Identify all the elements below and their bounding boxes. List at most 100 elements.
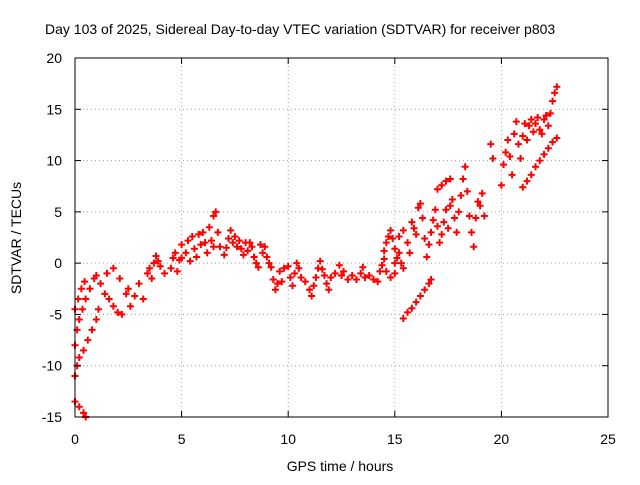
data-point bbox=[384, 232, 392, 240]
data-point bbox=[86, 285, 94, 293]
x-axis-label: GPS time / hours bbox=[287, 458, 394, 474]
data-point bbox=[306, 286, 314, 294]
data-point bbox=[184, 237, 192, 245]
data-point bbox=[450, 214, 458, 222]
data-point bbox=[77, 285, 85, 293]
data-point bbox=[199, 228, 207, 236]
data-point bbox=[124, 285, 132, 293]
data-point bbox=[532, 120, 540, 128]
data-point bbox=[205, 223, 213, 231]
data-point bbox=[101, 290, 109, 298]
data-point bbox=[397, 259, 405, 267]
data-points bbox=[71, 83, 561, 421]
data-point bbox=[438, 181, 446, 189]
x-tick-label: 10 bbox=[280, 431, 296, 447]
data-point bbox=[229, 239, 237, 247]
data-point bbox=[265, 259, 273, 267]
data-point bbox=[88, 326, 96, 334]
data-point bbox=[399, 315, 407, 323]
data-point bbox=[348, 271, 356, 279]
data-point bbox=[523, 177, 531, 185]
data-point bbox=[274, 280, 282, 288]
data-point bbox=[331, 269, 339, 277]
data-point bbox=[425, 241, 433, 249]
data-point bbox=[126, 302, 134, 310]
data-point bbox=[97, 280, 105, 288]
data-point bbox=[201, 239, 209, 247]
data-point bbox=[446, 202, 454, 210]
data-point bbox=[474, 198, 482, 206]
data-point bbox=[269, 276, 277, 284]
x-tick-label: 15 bbox=[387, 431, 403, 447]
data-point bbox=[80, 346, 88, 354]
data-point bbox=[382, 267, 390, 275]
data-point bbox=[78, 305, 86, 313]
data-point bbox=[357, 269, 365, 277]
data-point bbox=[118, 310, 126, 318]
data-point bbox=[448, 196, 456, 204]
y-tick-label: 0 bbox=[54, 255, 62, 271]
data-point bbox=[186, 257, 194, 265]
data-point bbox=[316, 257, 324, 265]
data-point bbox=[288, 282, 296, 290]
data-point bbox=[203, 249, 211, 257]
data-point bbox=[421, 235, 429, 243]
x-tick-label: 0 bbox=[71, 431, 79, 447]
data-point bbox=[410, 224, 418, 232]
data-point bbox=[94, 305, 102, 313]
data-point bbox=[440, 218, 448, 226]
data-point bbox=[131, 292, 139, 300]
data-point bbox=[235, 237, 243, 245]
data-point bbox=[510, 130, 518, 138]
data-point bbox=[146, 264, 154, 272]
data-point bbox=[148, 275, 156, 283]
data-point bbox=[295, 264, 303, 272]
data-point bbox=[378, 261, 386, 269]
data-point bbox=[425, 280, 433, 288]
data-point bbox=[461, 163, 469, 171]
data-point bbox=[536, 157, 544, 165]
data-point bbox=[395, 232, 403, 240]
data-point bbox=[327, 274, 335, 282]
x-tick-label: 5 bbox=[178, 431, 186, 447]
data-point bbox=[248, 243, 256, 251]
data-point bbox=[412, 230, 420, 238]
data-point bbox=[338, 271, 345, 279]
data-point bbox=[382, 239, 390, 247]
data-point bbox=[297, 274, 305, 282]
data-point bbox=[359, 263, 367, 271]
data-point bbox=[239, 251, 247, 259]
y-tick-label: -5 bbox=[50, 306, 63, 322]
data-point bbox=[207, 237, 215, 245]
data-point bbox=[465, 212, 473, 220]
data-point bbox=[391, 245, 399, 253]
data-point bbox=[536, 126, 544, 134]
data-point bbox=[444, 224, 452, 232]
data-point bbox=[540, 150, 548, 158]
data-point bbox=[508, 171, 516, 179]
data-point bbox=[480, 212, 488, 220]
data-point bbox=[81, 278, 89, 286]
data-point bbox=[156, 262, 164, 270]
data-point bbox=[171, 249, 179, 257]
data-point bbox=[542, 111, 550, 119]
data-point bbox=[387, 274, 395, 282]
y-axis-label: SDTVAR / TECUs bbox=[8, 182, 24, 294]
data-point bbox=[92, 316, 100, 324]
data-point bbox=[521, 120, 529, 128]
data-point bbox=[246, 239, 254, 247]
data-point bbox=[231, 232, 239, 240]
data-point bbox=[259, 249, 267, 257]
data-point bbox=[195, 230, 203, 238]
data-point bbox=[427, 228, 435, 236]
data-point bbox=[280, 264, 288, 272]
data-point bbox=[433, 222, 441, 230]
data-point bbox=[497, 181, 505, 189]
data-point bbox=[244, 247, 252, 255]
data-point bbox=[527, 171, 535, 179]
data-point bbox=[487, 140, 495, 148]
data-point bbox=[504, 136, 512, 144]
data-point bbox=[301, 278, 309, 286]
axis-ticks: 0 5 10 15 20 25 -15 -10 -5 0 5 10 15 20 bbox=[42, 50, 616, 447]
data-point bbox=[408, 304, 416, 312]
